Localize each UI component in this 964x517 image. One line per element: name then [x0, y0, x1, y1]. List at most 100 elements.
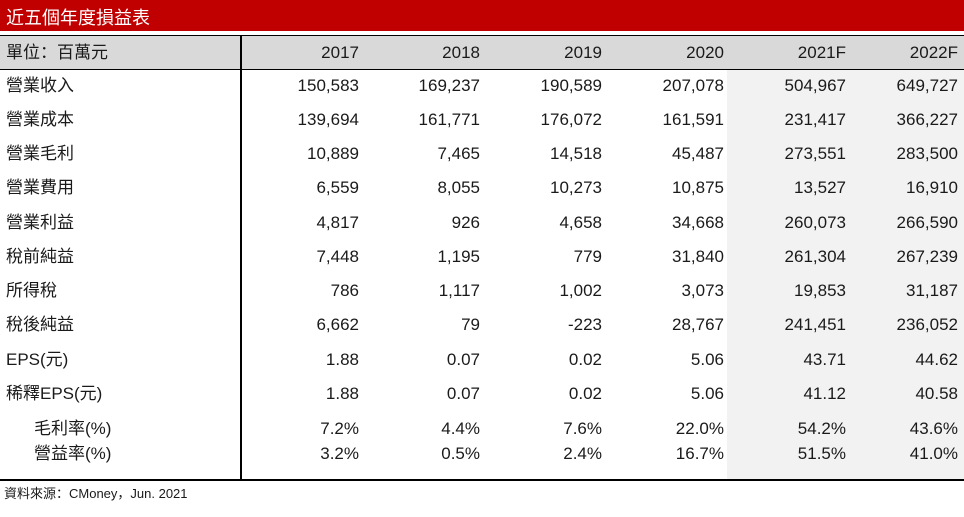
table-cell: 22.0% [675, 419, 724, 438]
table-cell: 926 [451, 213, 480, 232]
table-cell: 504,967 [784, 76, 846, 95]
table-cell: 0.07 [446, 350, 480, 369]
row-label: 營益率(%) [34, 444, 112, 463]
table-cell: 207,078 [662, 76, 724, 95]
table-cell: 266,590 [896, 213, 958, 232]
table-cell: 5.06 [690, 350, 724, 369]
table-cell: 6,559 [316, 178, 359, 197]
table-cell: 5.06 [690, 384, 724, 403]
table-cell: 1.88 [325, 384, 359, 403]
table-cell: 4,817 [316, 213, 359, 232]
table-cell: 41.0% [909, 444, 958, 463]
table-cell: 0.02 [568, 384, 602, 403]
column-header-2022f: 2022F [909, 43, 958, 62]
table-cell: 10,889 [307, 144, 359, 163]
table-cell: 54.2% [797, 419, 846, 438]
table-row: 營業毛利 10,889 7,465 14,518 45,487 273,551 283,50… [0, 137, 964, 171]
table-row: 稀釋EPS(元) 1.88 0.07 0.02 5.06 41.12 40.58 [0, 377, 964, 411]
table-cell: 283,500 [896, 144, 958, 163]
table-row: 營業成本 139,694 161,771 176,072 161,591 231,417 3… [0, 103, 964, 137]
table-cell: 8,055 [437, 178, 480, 197]
table-cell: 273,551 [784, 144, 846, 163]
table-cell: 44.62 [915, 350, 958, 369]
table-row: 所得稅 786 1,117 1,002 3,073 19,853 31,187 [0, 274, 964, 308]
table-cell: 16,910 [906, 178, 958, 197]
column-header-2017: 2017 [321, 43, 359, 62]
table-cell: 169,237 [418, 76, 480, 95]
table-cell: 79 [461, 315, 480, 334]
column-header-2020: 2020 [686, 43, 724, 62]
table-title-bar: 近五個年度損益表 [0, 0, 964, 31]
table-cell: 267,239 [896, 247, 958, 266]
row-label: 營業成本 [6, 110, 74, 129]
table-cell: 0.07 [446, 384, 480, 403]
table-cell: 34,668 [672, 213, 724, 232]
table-cell: 31,187 [906, 281, 958, 300]
table-cell: 176,072 [540, 110, 602, 129]
table-cell: 0.5% [441, 444, 480, 463]
table-cell: 0.02 [568, 350, 602, 369]
table-cell: 7.2% [320, 419, 359, 438]
table-cell: 3.2% [320, 444, 359, 463]
row-label: 營業利益 [6, 213, 74, 232]
table-cell: 43.6% [909, 419, 958, 438]
table-cell: 786 [330, 281, 359, 300]
table-cell: 13,527 [794, 178, 846, 197]
table-cell: 260,073 [784, 213, 846, 232]
table-cell: 779 [573, 247, 602, 266]
table-cell: 16.7% [675, 444, 724, 463]
table-row: 稅前純益 7,448 1,195 779 31,840 261,304 267,239 [0, 240, 964, 274]
label-column-divider [240, 35, 242, 480]
table-cell: 236,052 [896, 315, 958, 334]
row-label: 稅後純益 [6, 315, 74, 334]
table-cell: 4.4% [441, 419, 480, 438]
row-label: 稀釋EPS(元) [6, 384, 103, 403]
table-cell: 31,840 [672, 247, 724, 266]
table-cell: 45,487 [672, 144, 724, 163]
table-cell: 261,304 [784, 247, 846, 266]
table-cell: 7,448 [316, 247, 359, 266]
table-cell: 150,583 [297, 76, 359, 95]
table-title: 近五個年度損益表 [6, 8, 150, 28]
unit-label: 單位：百萬元 [6, 43, 108, 62]
header-row: 單位：百萬元 2017 2018 2019 2020 2021F 2022F [0, 35, 964, 70]
table-cell: 28,767 [672, 315, 724, 334]
table-cell: 241,451 [784, 315, 846, 334]
table-row: 營業利益 4,817 926 4,658 34,668 260,073 266,590 [0, 206, 964, 240]
table-cell: 1,195 [437, 247, 480, 266]
table-cell: 1,117 [438, 281, 480, 300]
table-cell: 161,591 [662, 110, 724, 129]
table-cell: 139,694 [297, 110, 359, 129]
row-label: 稅前純益 [6, 247, 74, 266]
table-row: 稅後純益 6,662 79 -223 28,767 241,451 236,052 [0, 308, 964, 342]
table-cell: 161,771 [418, 110, 480, 129]
table-cell: 190,589 [540, 76, 602, 95]
table-cell: -223 [567, 315, 602, 334]
table-cell: 40.58 [915, 384, 958, 403]
table-cell: 43.71 [803, 350, 846, 369]
table-cell: 1.88 [325, 350, 359, 369]
table-cell: 7.6% [563, 419, 602, 438]
table-cell: 2.4% [563, 444, 602, 463]
table-row: 營業收入 150,583 169,237 190,589 207,078 504,967 6… [0, 69, 964, 103]
table-cell: 1,002 [559, 281, 602, 300]
table-cell: 14,518 [550, 144, 602, 163]
table-row: 營業費用 6,559 8,055 10,273 10,875 13,527 16,910 [0, 171, 964, 205]
table-row: EPS(元) 1.88 0.07 0.02 5.06 43.71 44.62 [0, 343, 964, 377]
row-label: 營業費用 [6, 178, 74, 197]
table-cell: 10,875 [672, 178, 724, 197]
column-header-2019: 2019 [564, 43, 602, 62]
table-row: 毛利率(%) 7.2% 4.4% 7.6% 22.0% 54.2% 43.6% [0, 412, 964, 446]
table-cell: 649,727 [896, 76, 958, 95]
table-cell: 19,853 [794, 281, 846, 300]
table-cell: 4,658 [559, 213, 602, 232]
table-cell: 6,662 [316, 315, 359, 334]
row-label: 營業毛利 [6, 144, 74, 163]
table-cell: 41.12 [803, 384, 846, 403]
row-label: 營業收入 [6, 76, 74, 95]
table-cell: 7,465 [437, 144, 480, 163]
table-cell: 51.5% [797, 444, 846, 463]
table-row: 營益率(%) 3.2% 0.5% 2.4% 16.7% 51.5% 41.0% [0, 437, 964, 471]
table-bottom-border [0, 479, 964, 481]
source-note: 資料來源：CMoney，Jun. 2021 [4, 486, 188, 501]
